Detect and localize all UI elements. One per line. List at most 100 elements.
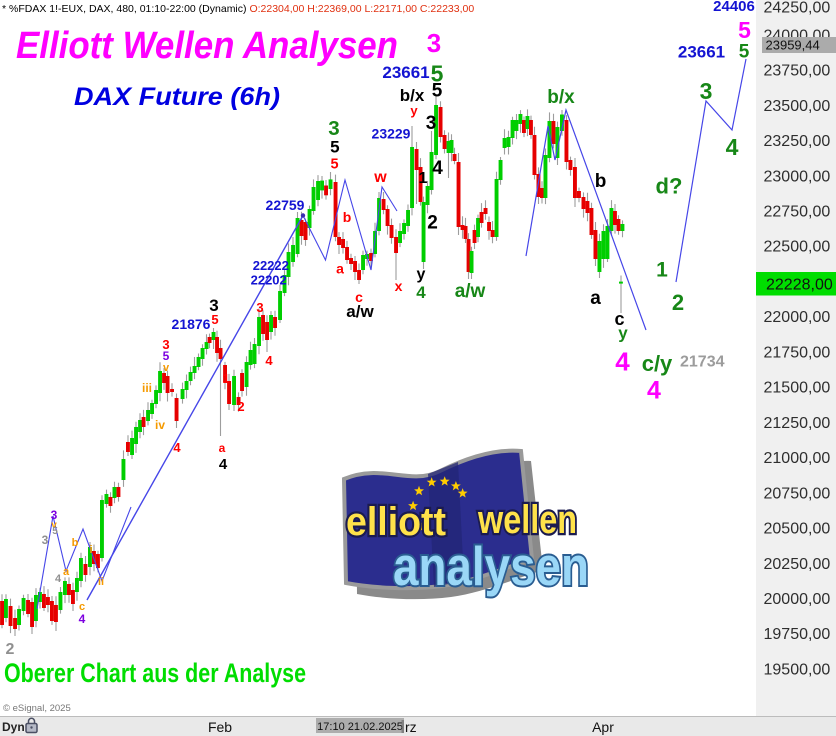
svg-text:5: 5 [330, 138, 339, 157]
svg-text:21750,00: 21750,00 [764, 344, 831, 361]
svg-text:23500,00: 23500,00 [764, 98, 831, 115]
svg-text:y: y [417, 266, 426, 283]
svg-text:w: w [373, 169, 387, 186]
svg-text:ii: ii [98, 576, 104, 588]
svg-text:1: 1 [222, 371, 229, 386]
svg-text:5: 5 [739, 42, 750, 63]
svg-text:a: a [63, 566, 70, 578]
svg-text:5: 5 [432, 81, 443, 102]
svg-text:3: 3 [42, 533, 49, 547]
svg-text:4: 4 [55, 573, 62, 585]
svg-text:analysen: analysen [393, 535, 589, 597]
svg-text:iv: iv [155, 418, 165, 432]
svg-text:20250,00: 20250,00 [764, 556, 831, 573]
svg-text:DAX Future (6h): DAX Future (6h) [74, 83, 280, 111]
svg-text:2: 2 [427, 213, 438, 234]
svg-text:4: 4 [432, 158, 443, 179]
svg-text:v: v [163, 362, 170, 374]
svg-text:Dyn: Dyn [2, 720, 25, 734]
svg-text:a: a [336, 261, 344, 277]
svg-text:24406: 24406 [713, 0, 755, 15]
svg-text:22000,00: 22000,00 [764, 309, 831, 326]
svg-text:4: 4 [79, 612, 86, 626]
svg-text:23000,00: 23000,00 [764, 168, 831, 185]
svg-text:wellen: wellen [477, 498, 577, 542]
svg-text:21250,00: 21250,00 [764, 415, 831, 432]
svg-text:Elliott Wellen Analysen: Elliott Wellen Analysen [16, 25, 398, 67]
svg-text:a: a [219, 441, 226, 455]
svg-text:a: a [590, 288, 601, 309]
svg-text:rz: rz [405, 719, 417, 735]
svg-text:c: c [79, 601, 85, 613]
svg-text:4: 4 [265, 353, 273, 368]
svg-text:elliott: elliott [346, 500, 446, 544]
svg-text:4: 4 [615, 347, 630, 377]
svg-text:c: c [614, 309, 624, 329]
svg-text:Apr: Apr [592, 719, 614, 735]
svg-text:b/x: b/x [547, 87, 575, 108]
svg-text:3: 3 [162, 337, 169, 352]
svg-text:21500,00: 21500,00 [764, 380, 831, 397]
svg-text:22500,00: 22500,00 [764, 239, 831, 256]
svg-text:* %FDAX 1!-EUX, DAX, 480, 01:1: * %FDAX 1!-EUX, DAX, 480, 01:10-22:00 (D… [2, 3, 474, 15]
svg-text:b: b [343, 209, 352, 225]
svg-text:22202: 22202 [251, 273, 287, 288]
svg-text:23250,00: 23250,00 [764, 133, 831, 150]
svg-text:20750,00: 20750,00 [764, 485, 831, 502]
svg-text:b: b [72, 537, 79, 549]
svg-text:y: y [618, 324, 628, 343]
svg-text:3: 3 [427, 28, 441, 58]
svg-text:22759: 22759 [266, 197, 305, 213]
svg-text:2: 2 [6, 641, 15, 658]
svg-text:© eSignal, 2025: © eSignal, 2025 [3, 703, 71, 714]
svg-text:22222: 22222 [253, 258, 289, 273]
svg-text:c/y: c/y [642, 351, 673, 376]
svg-text:x: x [395, 278, 403, 294]
svg-text:24250,00: 24250,00 [764, 0, 831, 16]
svg-text:3: 3 [256, 300, 263, 315]
svg-text:21000,00: 21000,00 [764, 450, 831, 467]
svg-text:23750,00: 23750,00 [764, 63, 831, 80]
svg-text:23959,44: 23959,44 [766, 38, 820, 53]
svg-text:22750,00: 22750,00 [764, 204, 831, 221]
svg-text:4: 4 [219, 456, 228, 473]
svg-text:5: 5 [738, 17, 751, 43]
svg-text:c: c [355, 289, 363, 305]
svg-text:4: 4 [416, 283, 426, 302]
svg-text:20500,00: 20500,00 [764, 521, 831, 538]
svg-text:5: 5 [52, 526, 58, 537]
svg-text:5: 5 [330, 157, 338, 173]
svg-text:21734: 21734 [680, 354, 725, 371]
svg-text:b: b [595, 171, 607, 192]
svg-text:3: 3 [700, 78, 713, 104]
svg-text:23661: 23661 [678, 43, 725, 62]
svg-text:a/w: a/w [346, 302, 374, 321]
svg-text:Feb: Feb [208, 719, 232, 735]
svg-text:21876: 21876 [172, 316, 211, 332]
svg-text:v: v [51, 520, 57, 531]
svg-text:3: 3 [426, 113, 437, 134]
svg-text:Oberer Chart aus der Analyse: Oberer Chart aus der Analyse [4, 658, 306, 688]
svg-text:17:10 21.02.2025: 17:10 21.02.2025 [317, 721, 403, 733]
svg-text:4: 4 [647, 377, 661, 405]
svg-text:5: 5 [431, 61, 444, 87]
svg-text:iii: iii [142, 381, 152, 395]
svg-text:4: 4 [726, 134, 739, 160]
svg-text:4: 4 [173, 440, 181, 455]
svg-text:3: 3 [51, 508, 58, 522]
svg-text:23661: 23661 [382, 63, 429, 82]
svg-text:2: 2 [237, 399, 244, 414]
svg-text:23229: 23229 [372, 126, 411, 142]
svg-text:1: 1 [656, 259, 668, 282]
svg-text:a/w: a/w [455, 281, 486, 302]
svg-text:y: y [410, 103, 418, 118]
svg-text:5: 5 [211, 312, 218, 327]
svg-text:1: 1 [419, 170, 428, 187]
svg-text:3: 3 [209, 296, 218, 315]
svg-text:d?: d? [656, 174, 683, 199]
svg-text:3: 3 [328, 117, 339, 140]
svg-text:20000,00: 20000,00 [764, 591, 831, 608]
svg-text:19500,00: 19500,00 [764, 661, 831, 678]
svg-text:22228,00: 22228,00 [766, 277, 833, 294]
svg-text:2: 2 [672, 290, 684, 315]
